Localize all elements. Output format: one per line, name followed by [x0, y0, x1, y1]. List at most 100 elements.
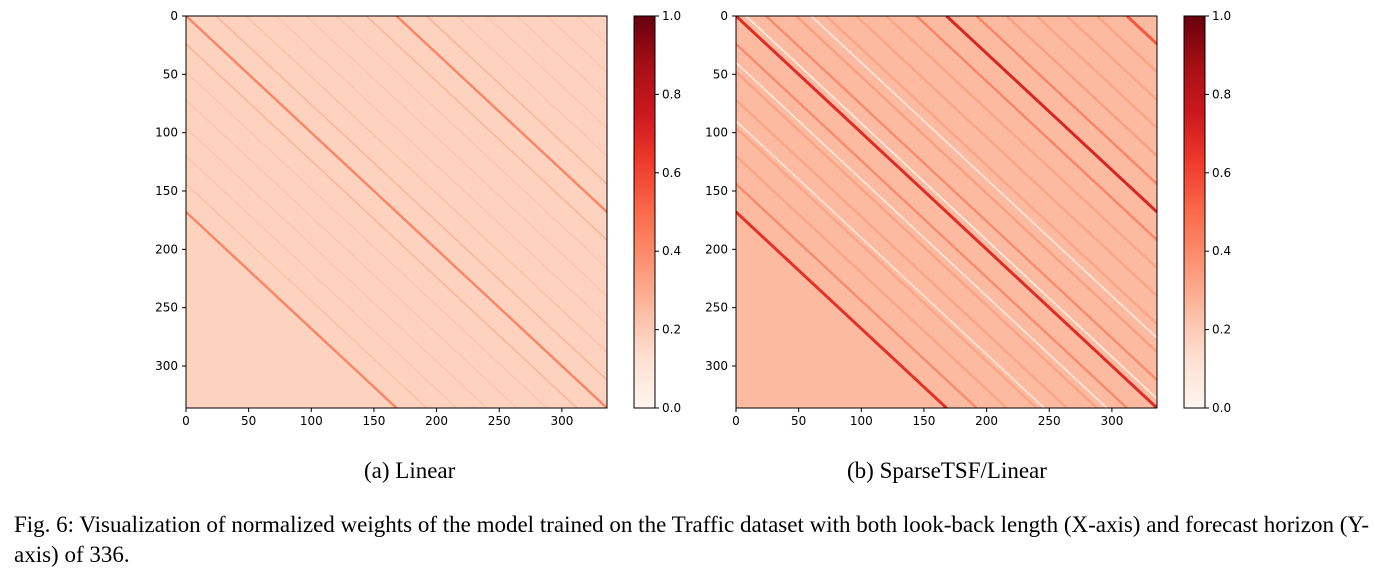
heatmap-diagonal-band — [275, 16, 607, 325]
heatmap-diagonal-band — [576, 16, 607, 45]
x-tick-label: 0 — [182, 414, 190, 428]
heatmap-diagonal-band — [426, 16, 607, 185]
figure-caption: Fig. 6: Visualization of normalized weig… — [14, 512, 1370, 567]
heatmap-diagonal-band — [795, 16, 1157, 353]
y-tick-label: 150 — [705, 184, 728, 198]
x-tick-label: 100 — [850, 414, 873, 428]
y-tick-label: 50 — [163, 67, 178, 81]
heatmap-diagonal-band — [736, 127, 1038, 408]
heatmap-diagonal-band — [765, 16, 1157, 381]
x-tick-label: 250 — [1038, 414, 1061, 428]
heatmap-diagonal-band — [736, 210, 948, 408]
heatmap-diagonal-band — [365, 16, 607, 241]
heatmap-diagonal-band — [736, 43, 1128, 408]
heatmap-diagonal-band — [516, 16, 607, 101]
heatmap-diagonal-band — [186, 211, 398, 408]
heatmap-cells — [736, 16, 1157, 408]
heatmap-diagonal-band — [186, 155, 458, 408]
x-tick-label: 200 — [425, 414, 448, 428]
x-tick-label: 50 — [791, 414, 806, 428]
heatmap-diagonal-band — [546, 16, 607, 73]
heatmap-diagonal-band — [736, 62, 1108, 408]
heatmap-diagonal-band — [215, 16, 607, 381]
y-tick-label: 100 — [705, 126, 728, 140]
heatmap-panel-linear: 0 50 100 150 200 250 300 0 50 100 150 200 250 300 0.… — [155, 9, 681, 428]
colorbar-tick-label: 0.2 — [1212, 323, 1231, 337]
heatmap-diagonal-band — [810, 16, 1157, 339]
colorbar-tick-label: 0.0 — [662, 401, 681, 415]
heatmap-panel-sparsetsf: 0 50 100 150 200 250 300 0 50 100 150 200 250 300 0.… — [705, 9, 1231, 428]
heatmap-diagonal-band — [486, 16, 607, 129]
heatmap-frame — [735, 15, 1158, 409]
y-tick-label: 200 — [155, 242, 178, 256]
heatmap-diagonal-band — [736, 120, 1045, 408]
x-axis: 0 50 100 150 200 250 300 — [182, 408, 573, 428]
heatmap-diagonal-band — [745, 16, 1157, 400]
heatmap-diagonal-band — [736, 99, 1068, 408]
heatmap-diagonal-band — [186, 99, 518, 408]
heatmap-diagonal-band — [1035, 16, 1157, 129]
heatmap-diagonal-band — [945, 16, 1157, 214]
colorbar-tick-label: 0.8 — [662, 87, 681, 101]
figure: 0 50 100 150 200 250 300 0 50 100 150 200 250 300 0.… — [155, 9, 1231, 428]
colorbar-ticks: 0.0 0.2 0.4 0.6 0.8 1.0 — [655, 9, 681, 415]
heatmap-diagonal-band — [1096, 16, 1157, 73]
heatmap-cells — [186, 16, 607, 408]
x-tick-label: 300 — [550, 414, 573, 428]
y-axis: 0 50 100 150 200 250 300 — [705, 9, 736, 373]
x-tick-label: 0 — [732, 414, 740, 428]
colorbar-tick-label: 0.0 — [1212, 401, 1231, 415]
y-tick-label: 0 — [170, 9, 178, 23]
x-tick-label: 50 — [241, 414, 256, 428]
x-tick-label: 100 — [300, 414, 323, 428]
colorbar-tick-label: 0.2 — [662, 323, 681, 337]
heatmap-diagonal-band — [736, 71, 1098, 408]
heatmap-diagonal-band — [736, 155, 1008, 408]
heatmap-diagonal-band — [395, 16, 607, 213]
colorbar-ticks: 0.0 0.2 0.4 0.6 0.8 1.0 — [1205, 9, 1231, 415]
colorbar — [1183, 15, 1206, 409]
y-tick-label: 300 — [155, 359, 178, 373]
heatmap-diagonal-band — [885, 16, 1157, 269]
y-tick-label: 250 — [155, 301, 178, 315]
heatmap-frame — [185, 15, 608, 409]
heatmap-diagonal-band — [186, 16, 607, 408]
heatmap-diagonal-band — [915, 16, 1157, 241]
heatmap-diagonal-band — [456, 16, 607, 157]
x-axis: 0 50 100 150 200 250 300 — [732, 408, 1123, 428]
x-tick-label: 150 — [362, 414, 385, 428]
y-tick-label: 150 — [155, 184, 178, 198]
y-tick-label: 100 — [155, 126, 178, 140]
heatmap-diagonal-band — [855, 16, 1157, 297]
y-tick-label: 0 — [720, 9, 728, 23]
y-tick-label: 200 — [705, 242, 728, 256]
colorbar — [633, 15, 656, 409]
colorbar-tick-label: 0.6 — [1212, 166, 1231, 180]
x-tick-label: 200 — [975, 414, 998, 428]
subcaption-sparsetsf: (b) SparseTSF/Linear — [847, 458, 1047, 483]
heatmap-diagonal-band — [1125, 16, 1157, 46]
heatmap-diagonal-band — [186, 183, 428, 408]
heatmap-diagonal-band — [335, 16, 607, 269]
y-axis: 0 50 100 150 200 250 300 — [155, 9, 186, 373]
heatmap-diagonal-band — [186, 43, 578, 408]
colorbar-tick-label: 0.6 — [662, 166, 681, 180]
x-tick-label: 150 — [912, 414, 935, 428]
heatmap-diagonal-band — [975, 16, 1157, 185]
heatmap-diagonal-band — [186, 127, 488, 408]
x-tick-label: 250 — [488, 414, 511, 428]
x-tick-label: 300 — [1100, 414, 1123, 428]
colorbar-tick-label: 1.0 — [1212, 9, 1231, 23]
heatmap-diagonal-band — [1065, 16, 1157, 101]
y-tick-label: 50 — [713, 67, 728, 81]
y-tick-label: 250 — [705, 301, 728, 315]
heatmap-diagonal-band — [305, 16, 607, 297]
colorbar-tick-label: 0.4 — [1212, 244, 1231, 258]
heatmap-diagonal-band — [825, 16, 1157, 325]
heatmap-diagonal-band — [245, 16, 607, 353]
heatmap-diagonal-band — [736, 16, 1157, 408]
colorbar-tick-label: 0.8 — [1212, 87, 1231, 101]
heatmap-diagonal-band — [186, 71, 548, 408]
heatmap-diagonal-band — [1005, 16, 1157, 157]
colorbar-tick-label: 0.4 — [662, 244, 681, 258]
